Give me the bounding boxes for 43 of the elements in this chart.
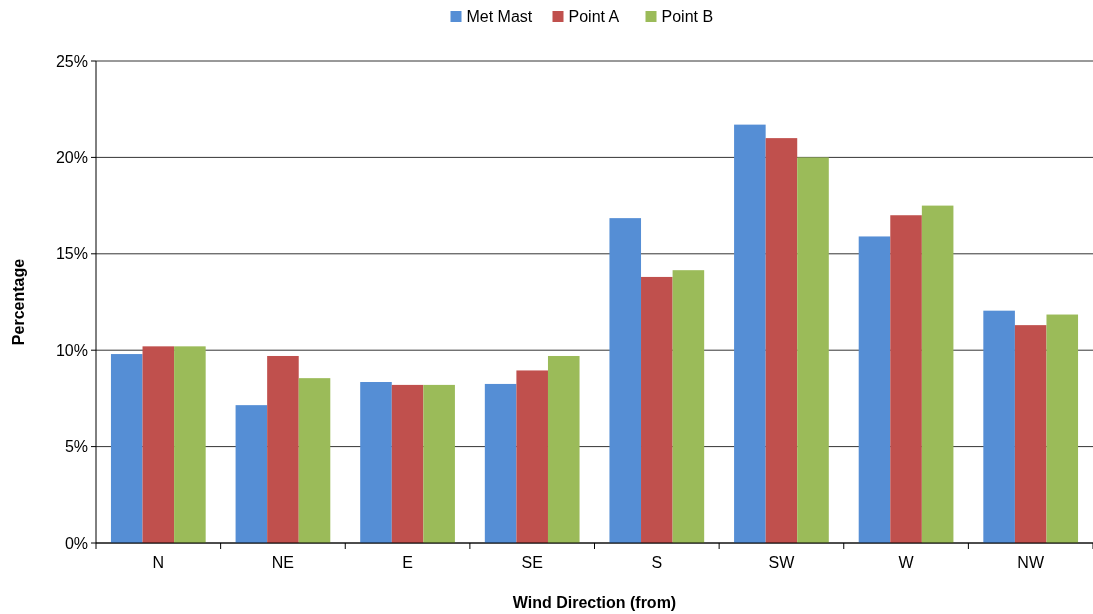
- y-tick-label: 10%: [55, 341, 88, 359]
- bar: [174, 346, 206, 543]
- bar: [1014, 325, 1047, 543]
- bar: [609, 218, 642, 543]
- legend-label: Point A: [568, 8, 620, 25]
- bar: [797, 157, 829, 543]
- bar: [391, 384, 424, 543]
- y-tick-label: 0%: [64, 534, 88, 552]
- bar: [983, 310, 1015, 543]
- bar: [360, 382, 392, 543]
- bar: [267, 355, 299, 543]
- y-axis-title: Percentage: [10, 258, 27, 346]
- y-tick-label: 25%: [55, 52, 88, 70]
- x-tick-label: SW: [768, 554, 796, 571]
- bar: [641, 276, 673, 543]
- bar: [423, 384, 455, 543]
- bar: [858, 236, 891, 543]
- y-tick-label: 20%: [55, 149, 88, 166]
- bar: [672, 270, 705, 543]
- bar: [734, 124, 766, 543]
- x-tick-label: E: [402, 554, 413, 571]
- bar: [547, 355, 580, 543]
- x-tick-label: W: [898, 554, 915, 571]
- legend-label: Point B: [661, 8, 714, 25]
- bar: [235, 405, 268, 543]
- bar: [765, 138, 798, 543]
- x-tick-label: S: [651, 554, 663, 571]
- x-tick-label: N: [152, 554, 165, 571]
- bar: [1046, 314, 1079, 543]
- bar: [890, 215, 922, 543]
- legend-label: Met Mast: [466, 8, 533, 25]
- bar: [921, 205, 954, 543]
- bar: [516, 370, 548, 543]
- y-tick-label: 5%: [64, 438, 88, 456]
- bar: [110, 354, 143, 543]
- x-axis-title: Wind Direction (from): [512, 594, 677, 611]
- bar: [142, 346, 175, 543]
- x-tick-label: SE: [521, 554, 543, 571]
- x-tick-label: NE: [271, 554, 295, 571]
- y-tick-label: 15%: [55, 245, 88, 263]
- bar: [484, 383, 517, 543]
- bar: [298, 378, 331, 543]
- x-tick-label: NW: [1017, 554, 1045, 571]
